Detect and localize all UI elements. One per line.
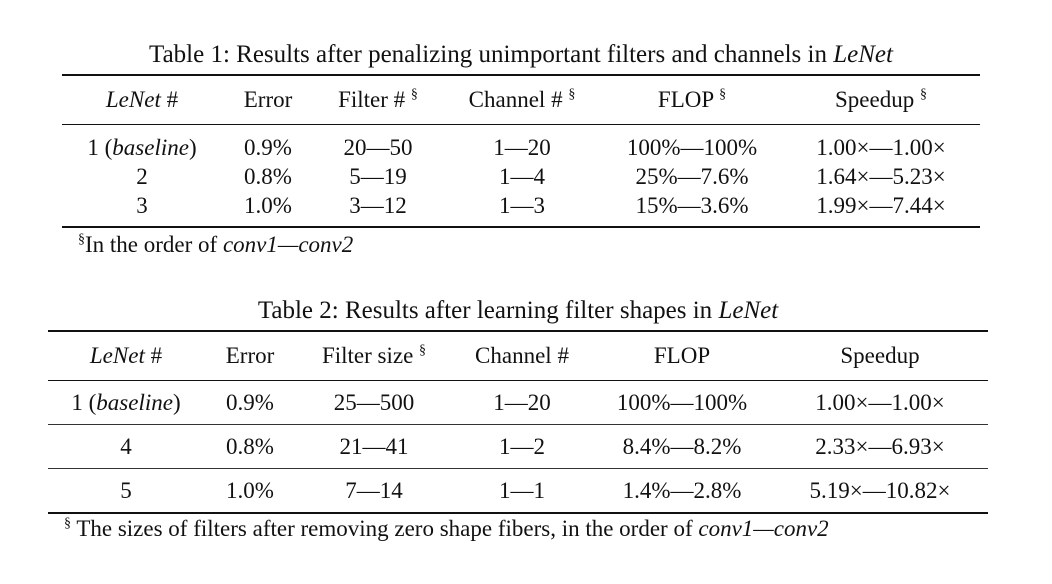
cell-filter: 5—19	[349, 163, 407, 189]
table-row: 1 (baseline) 0.9% 20—50 1—20 100%—100% 1…	[62, 124, 980, 163]
header-error: Error	[243, 87, 293, 112]
cell-speedup: 1.00×—1.00×	[816, 134, 946, 160]
header-speedup: Speedup	[840, 343, 920, 368]
cell-speedup: 2.33×—6.93×	[815, 433, 945, 459]
header-error: Error	[225, 343, 275, 368]
cell-error: 0.8%	[244, 163, 292, 189]
cell-filter-size: 25—500	[333, 389, 415, 415]
cell-flop: 15%—3.6%	[635, 192, 749, 218]
cell-flop: 100%—100%	[616, 389, 748, 415]
cell-error: 0.9%	[226, 389, 274, 415]
cell-error: 1.0%	[244, 192, 292, 218]
cell-id: 5	[120, 477, 132, 503]
table-row: 3 1.0% 3—12 1—3 15%—3.6% 1.99×—7.44×	[62, 191, 980, 227]
table-row: 4 0.8% 21—41 1—2 8.4%—8.2% 2.33×—6.93×	[48, 424, 988, 469]
header-flop: FLOP §	[657, 87, 727, 112]
table-2-caption: Table 2: Results after learning filter s…	[48, 294, 988, 330]
cell-id: 1 (baseline)	[87, 134, 197, 160]
cell-id: 1 (baseline)	[71, 389, 181, 415]
cell-channel: 1—20	[493, 134, 551, 160]
header-row: LeNet # Error Filter size § Channel # FL…	[48, 331, 988, 381]
cell-id: 3	[136, 192, 148, 218]
table-2: Table 2: Results after learning filter s…	[48, 294, 988, 544]
header-row: LeNet # Error Filter # § Channel # § FLO…	[62, 75, 980, 125]
header-filter-size: Filter size §	[321, 343, 427, 368]
caption-italic: LeNet	[718, 297, 779, 324]
table-row: 2 0.8% 5—19 1—4 25%—7.6% 1.64×—5.23×	[62, 162, 980, 191]
cell-flop: 25%—7.6%	[635, 163, 749, 189]
table-1-grid: LeNet # Error Filter # § Channel # § FLO…	[62, 74, 980, 228]
cell-flop: 8.4%—8.2%	[622, 433, 742, 459]
caption-text: Results after penalizing unimportant fil…	[236, 41, 827, 68]
table-1-footnote: §In the order of conv1—conv2	[78, 232, 354, 257]
header-channel: Channel # §	[468, 87, 576, 112]
table-2-grid: LeNet # Error Filter size § Channel # FL…	[48, 330, 988, 514]
cell-speedup: 5.19×—10.82×	[809, 477, 951, 503]
cell-filter-size: 7—14	[345, 477, 403, 503]
header-flop: FLOP	[653, 343, 711, 368]
cell-filter-size: 21—41	[339, 433, 409, 459]
caption-italic: LeNet	[833, 41, 893, 68]
header-lenet: LeNet #	[105, 87, 179, 112]
cell-channel: 1—1	[499, 477, 545, 503]
cell-speedup: 1.00×—1.00×	[815, 389, 945, 415]
cell-flop: 100%—100%	[626, 134, 758, 160]
cell-id: 4	[120, 433, 132, 459]
cell-flop: 1.4%—2.8%	[622, 477, 742, 503]
caption-prefix: Table 1:	[149, 41, 230, 68]
caption-prefix: Table 2:	[257, 297, 339, 324]
cell-error: 0.8%	[226, 433, 274, 459]
cell-filter: 20—50	[343, 134, 413, 160]
cell-error: 1.0%	[226, 477, 274, 503]
header-channel: Channel #	[475, 343, 569, 368]
cell-speedup: 1.64×—5.23×	[816, 163, 946, 189]
cell-channel: 1—3	[499, 192, 545, 218]
cell-error: 0.9%	[244, 134, 292, 160]
table-row: 1 (baseline) 0.9% 25—500 1—20 100%—100% …	[48, 380, 988, 425]
cell-channel: 1—4	[499, 163, 545, 189]
header-lenet: LeNet #	[89, 343, 163, 368]
cell-channel: 1—2	[499, 433, 545, 459]
cell-channel: 1—20	[493, 389, 551, 415]
cell-speedup: 1.99×—7.44×	[816, 192, 946, 218]
caption-text: Results after learning filter shapes in	[344, 297, 713, 324]
table-2-footnote: § The sizes of filters after removing ze…	[64, 516, 829, 541]
cell-filter: 3—12	[349, 192, 407, 218]
table-row: 5 1.0% 7—14 1—1 1.4%—2.8% 5.19×—10.82×	[48, 468, 988, 514]
header-filter: Filter # §	[338, 87, 418, 112]
table-1-caption: Table 1: Results after penalizing unimpo…	[62, 38, 980, 74]
header-speedup: Speedup §	[835, 87, 927, 112]
cell-id: 2	[136, 163, 148, 189]
table-1: Table 1: Results after penalizing unimpo…	[62, 38, 980, 260]
